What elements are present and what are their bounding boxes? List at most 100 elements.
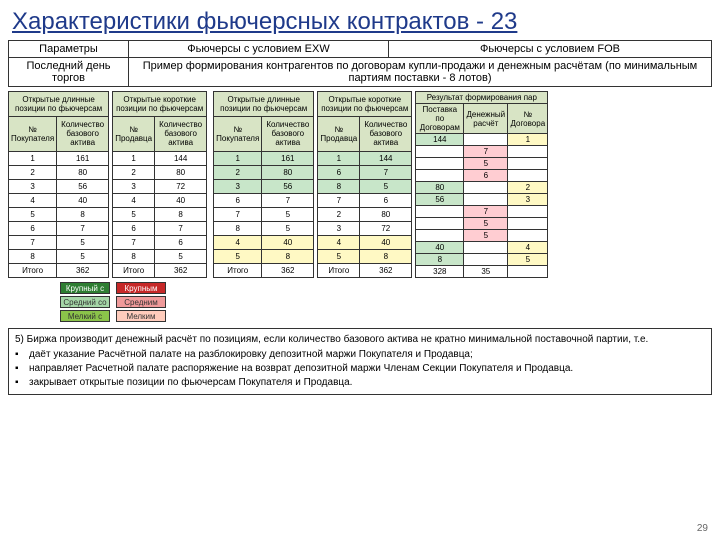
table-cell (508, 230, 548, 242)
tblD-h1: № Продавца (318, 116, 360, 151)
tblE-h3: № Договора (508, 104, 548, 134)
table-cell: 80 (416, 182, 464, 194)
table-cell (464, 254, 508, 266)
tblB-h1: № Продавца (113, 116, 155, 151)
lg-3a: Мелкий с (60, 310, 110, 322)
lg-1a: Крупный с (60, 282, 110, 294)
tblD-cap: Открытые короткие позиции по фьючерсам (318, 92, 412, 117)
tblB-cap: Открытые короткие позиции по фьючерсам (113, 92, 207, 117)
tblA-h1: № Покупателя (9, 116, 57, 151)
table-cell: 5 (9, 207, 57, 221)
table-cell: 2 (214, 165, 262, 179)
table-cell (416, 206, 464, 218)
tblD-h2: Количество базового актива (360, 116, 412, 151)
table-cell: 80 (360, 207, 412, 221)
header-table: Параметры Фьючерсы с условием EXW Фьючер… (8, 40, 712, 58)
table-cell: 328 (416, 266, 464, 278)
table-b: Открытые короткие позиции по фьючерсам №… (112, 91, 207, 278)
table-cell: 5 (113, 207, 155, 221)
table-cell: 1 (508, 134, 548, 146)
table-cell: 56 (262, 179, 314, 193)
table-cell: 3 (318, 221, 360, 235)
table-cell: 1 (318, 151, 360, 165)
table-cell: 2 (9, 165, 57, 179)
table-cell: 7 (57, 221, 109, 235)
table-cell: 72 (360, 221, 412, 235)
hdr-exw: Фьючерсы с условием EXW (129, 41, 389, 57)
tblA-h2: Количество базового актива (57, 116, 109, 151)
table-cell: 8 (9, 249, 57, 263)
table-cell: 6 (9, 221, 57, 235)
table-cell: Итого (113, 263, 155, 277)
table-cell: 6 (214, 193, 262, 207)
legend: Крупный с Крупным Средний со Средним Мел… (60, 282, 720, 322)
table-a: Открытые длинные позиции по фьючерсам № … (8, 91, 109, 278)
table-cell: 144 (155, 151, 207, 165)
table-cell: 56 (416, 194, 464, 206)
table-cell: 4 (508, 242, 548, 254)
lg-2b: Средним (116, 296, 166, 308)
table-cell: 2 (113, 165, 155, 179)
table-cell: 2 (318, 207, 360, 221)
table-cell: 8 (214, 221, 262, 235)
table-cell: 362 (155, 263, 207, 277)
table-cell: Итого (214, 263, 262, 277)
table-cell: 5 (318, 249, 360, 263)
table-cell: 7 (113, 235, 155, 249)
table-cell (416, 146, 464, 158)
table-cell: 362 (57, 263, 109, 277)
tblC-h2: Количество базового актива (262, 116, 314, 151)
table-cell: 5 (262, 221, 314, 235)
table-cell: 144 (416, 134, 464, 146)
table-cell: 5 (464, 230, 508, 242)
table-cell: 2 (508, 182, 548, 194)
table-cell: 7 (9, 235, 57, 249)
table-cell: 3 (214, 179, 262, 193)
lg-3b: Мелким (116, 310, 166, 322)
hdr-lastday: Последний день торгов (9, 58, 129, 86)
table-cell: 5 (57, 235, 109, 249)
table-cell: 4 (113, 193, 155, 207)
table-c: Открытые длинные позиции по фьючерсам № … (213, 91, 314, 278)
table-cell: 5 (508, 254, 548, 266)
table-cell (464, 182, 508, 194)
table-cell: 4 (214, 235, 262, 249)
table-cell: 362 (360, 263, 412, 277)
table-cell (508, 266, 548, 278)
note-box: 5) Биржа производит денежный расчёт по п… (8, 328, 712, 395)
table-cell: 40 (416, 242, 464, 254)
table-cell: 5 (262, 207, 314, 221)
table-cell: 40 (155, 193, 207, 207)
table-cell (508, 158, 548, 170)
table-cell: 3 (508, 194, 548, 206)
table-cell: 6 (464, 170, 508, 182)
table-cell: 7 (318, 193, 360, 207)
lg-2a: Средний со (60, 296, 110, 308)
table-cell: 5 (155, 249, 207, 263)
table-cell: 8 (57, 207, 109, 221)
table-cell: 7 (360, 165, 412, 179)
page-title: Характеристики фьючерсных контрактов - 2… (0, 0, 720, 40)
note-item: ▪даёт указание Расчётной палате на разбл… (15, 348, 705, 361)
table-cell (464, 194, 508, 206)
tblC-cap: Открытые длинные позиции по фьючерсам (214, 92, 314, 117)
lg-1b: Крупным (116, 282, 166, 294)
table-cell (508, 146, 548, 158)
table-cell: 5 (464, 218, 508, 230)
table-cell: 7 (464, 146, 508, 158)
table-cell: 8 (113, 249, 155, 263)
tblA-cap: Открытые длинные позиции по фьючерсам (9, 92, 109, 117)
table-cell (416, 218, 464, 230)
table-cell: 8 (318, 179, 360, 193)
table-cell (464, 134, 508, 146)
table-cell: 1 (214, 151, 262, 165)
table-cell: 8 (155, 207, 207, 221)
table-cell: 7 (155, 221, 207, 235)
header-table2: Последний день торгов Пример формировани… (8, 58, 712, 87)
page-number: 29 (697, 523, 708, 534)
table-cell: 1 (113, 151, 155, 165)
table-cell: 35 (464, 266, 508, 278)
hdr-sub: Пример формирования контрагентов по дого… (129, 58, 711, 86)
tblE-h2: Денежный расчёт (464, 104, 508, 134)
table-cell: 6 (318, 165, 360, 179)
